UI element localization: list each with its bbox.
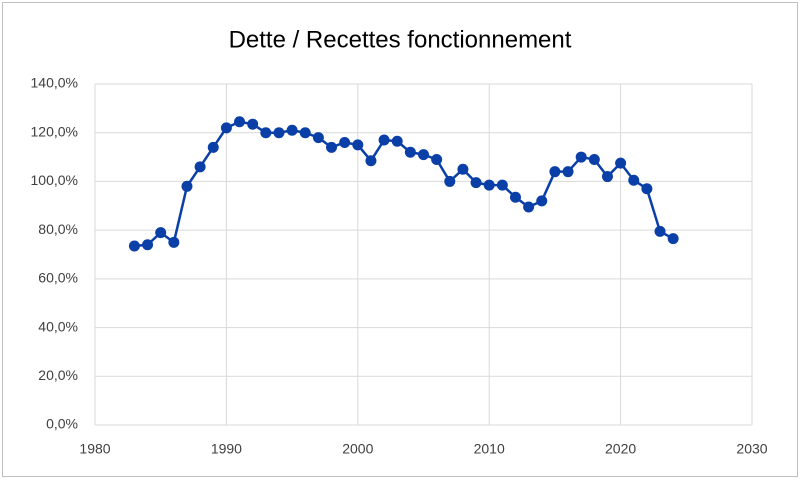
data-point (273, 127, 285, 139)
data-point (654, 225, 666, 237)
y-tick-label: 40,0% (38, 318, 78, 334)
data-point (483, 179, 495, 191)
data-point (220, 122, 232, 134)
y-tick-label: 100,0% (31, 172, 78, 188)
y-tick-label: 0,0% (46, 416, 78, 432)
data-point (247, 118, 259, 130)
data-point (536, 195, 548, 207)
y-tick-label: 60,0% (38, 270, 78, 286)
data-point (142, 239, 154, 251)
data-point (523, 201, 535, 213)
data-point (562, 166, 574, 178)
x-tick-label: 2000 (342, 441, 373, 457)
data-point (181, 180, 193, 192)
data-point (431, 154, 443, 166)
data-point (509, 191, 521, 203)
data-point (470, 177, 482, 189)
y-tick-label: 80,0% (38, 221, 78, 237)
data-point (378, 134, 390, 146)
data-point (168, 236, 180, 248)
chart-title: Dette / Recettes fonctionnement (229, 26, 572, 53)
data-point (496, 179, 508, 191)
x-tick-label: 2030 (736, 441, 767, 457)
data-point (326, 141, 338, 153)
data-point (457, 163, 469, 175)
y-tick-label: 120,0% (31, 123, 78, 139)
x-tick-label: 1980 (79, 441, 110, 457)
data-point (365, 155, 377, 167)
data-point (549, 166, 561, 178)
data-point (299, 127, 311, 139)
data-point (234, 116, 246, 128)
data-point (286, 124, 298, 136)
data-point (260, 127, 272, 139)
data-point (194, 161, 206, 173)
y-tick-label: 20,0% (38, 367, 78, 383)
data-point (444, 175, 456, 187)
data-point (641, 183, 653, 195)
y-tick-label: 140,0% (31, 75, 78, 91)
data-point (391, 135, 403, 147)
x-tick-label: 2020 (605, 441, 636, 457)
data-point (404, 146, 416, 158)
data-point (312, 132, 324, 144)
data-point (339, 136, 351, 148)
data-point (628, 174, 640, 186)
x-tick-label: 1990 (211, 441, 242, 457)
data-point (418, 149, 429, 161)
data-point (155, 227, 167, 239)
data-point (575, 151, 587, 163)
data-point (207, 141, 219, 153)
data-point (352, 139, 364, 151)
data-point (615, 157, 627, 169)
data-point (588, 154, 600, 166)
data-point (128, 240, 140, 252)
x-tick-label: 2010 (474, 441, 505, 457)
data-point (667, 233, 679, 245)
data-point (601, 171, 613, 183)
